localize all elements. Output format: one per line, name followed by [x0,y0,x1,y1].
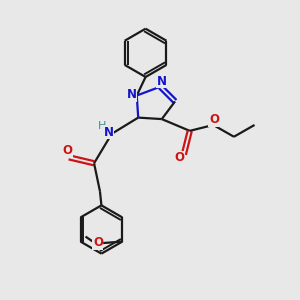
Text: H: H [98,122,106,131]
Text: O: O [174,152,184,164]
Text: O: O [63,144,73,158]
Text: N: N [104,126,114,139]
Text: N: N [157,75,166,88]
Text: O: O [209,113,219,126]
Text: N: N [127,88,136,101]
Text: O: O [93,236,103,249]
